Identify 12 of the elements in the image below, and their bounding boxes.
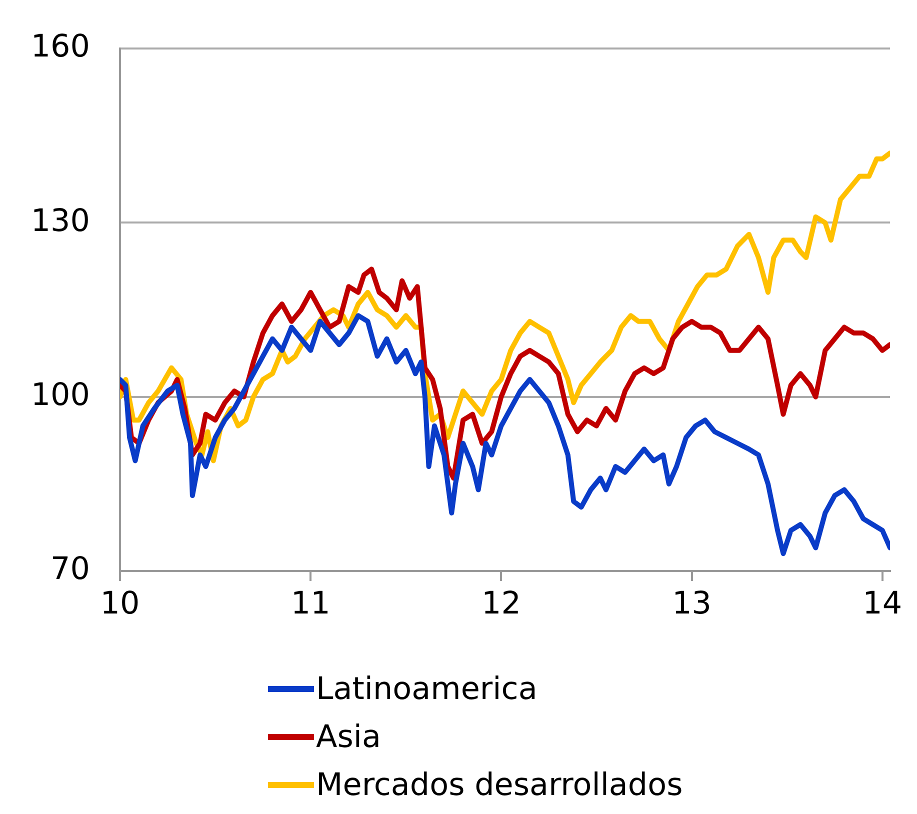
y-tick-label: 70 — [50, 551, 90, 588]
legend-label: Latinoamerica — [316, 671, 538, 707]
x-tick-label: 10 — [100, 586, 140, 622]
x-tick-label: 12 — [481, 586, 521, 622]
y-tick-label: 160 — [30, 28, 90, 65]
x-tick-label: 13 — [672, 586, 712, 622]
legend-label: Asia — [316, 719, 381, 755]
y-tick-label: 100 — [30, 376, 90, 413]
x-tick-label: 14 — [862, 586, 902, 622]
x-tick-label: 11 — [290, 586, 330, 622]
legend-label: Mercados desarrollados — [316, 767, 683, 803]
y-tick-label: 130 — [30, 202, 90, 239]
